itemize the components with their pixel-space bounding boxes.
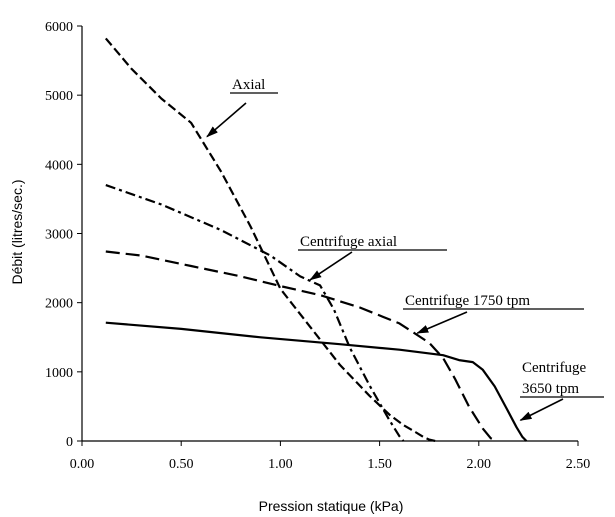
x-tick-label: 0.50 [169, 457, 194, 472]
annotations-group: Axial Centrifuge axial Centrifuge 1750 tpm… [206, 77, 604, 421]
axes: 0.00 0.50 1.00 1.50 2.00 2.50 0 1000 2000 3000 400… [45, 20, 590, 472]
annotation-arrow [416, 311, 468, 334]
y-tick-label: 1000 [45, 366, 73, 381]
annotation-arrow [309, 251, 353, 281]
series-line-centrifuge-1750-tpm [105, 250, 498, 442]
annotation-label: Centrifuge axial [300, 234, 397, 250]
annotation-label: Axial [232, 77, 265, 93]
annotation-arrow [206, 102, 247, 138]
annotation-label: Centrifuge 1750 tpm [405, 293, 530, 309]
y-tick-label: 0 [66, 435, 73, 450]
y-axis-title: Débit (litres/sec.) [9, 179, 25, 284]
series-line-axial [104, 37, 436, 443]
x-tick-label: 2.50 [566, 457, 591, 472]
x-tick-label: 1.00 [268, 457, 293, 472]
y-tick-label: 4000 [45, 158, 73, 173]
x-axis-title: Pression statique (kPa) [259, 498, 404, 514]
annotation-arrow [519, 398, 564, 421]
y-tick-label: 5000 [45, 89, 73, 104]
x-tick-label: 0.00 [70, 457, 95, 472]
annotation-label-line2: 3650 tpm [522, 381, 579, 397]
x-tick-label: 2.00 [467, 457, 492, 472]
series-line-centrifuge-axial [105, 184, 405, 442]
annotation-label: Centrifuge [522, 360, 586, 376]
series-group [104, 37, 528, 443]
y-tick-label: 3000 [45, 228, 73, 243]
y-tick-label: 6000 [45, 20, 73, 35]
x-tick-label: 1.50 [367, 457, 392, 472]
y-tick-label: 2000 [45, 297, 73, 312]
series-line-centrifuge-3650-tpm [105, 321, 528, 442]
